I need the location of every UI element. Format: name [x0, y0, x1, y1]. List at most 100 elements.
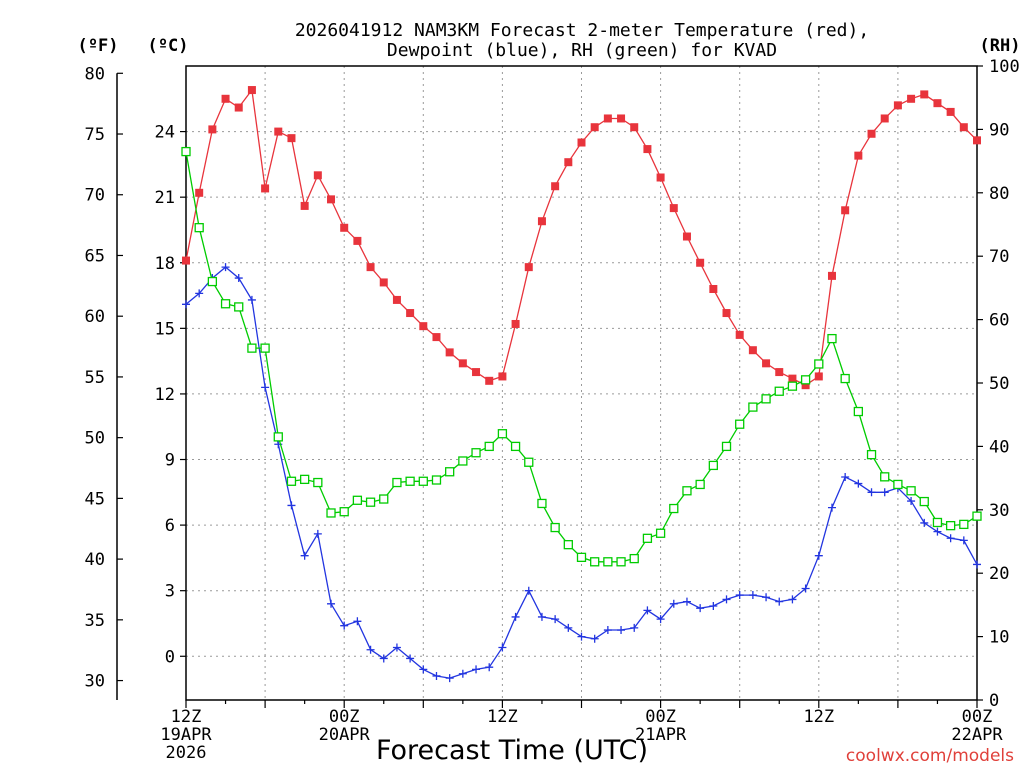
- celsius-tick-label: 24: [155, 123, 175, 143]
- data-point: [774, 386, 784, 396]
- rh-tick-label: 10: [989, 628, 1009, 648]
- chart-title-line2: Dewpoint (blue), RH (green) for KVAD: [387, 40, 777, 61]
- credit-link[interactable]: coolwx.com/models: [846, 746, 1014, 766]
- data-point: [458, 359, 467, 368]
- fahrenheit-tick-label: 50: [85, 429, 105, 449]
- data-point: [709, 284, 718, 293]
- data-point: [630, 123, 639, 132]
- data-point: [617, 626, 626, 635]
- x-tick-label: 00Z: [962, 707, 993, 727]
- data-point: [880, 488, 889, 497]
- data-point: [854, 151, 863, 160]
- data-point: [800, 375, 811, 385]
- rh-tick-label: 100: [989, 57, 1020, 77]
- data-point: [880, 114, 889, 123]
- celsius-tick-label: 15: [155, 319, 175, 339]
- data-point: [932, 517, 943, 528]
- unit-label-celsius: (ºC): [148, 36, 189, 56]
- fahrenheit-tick-label: 75: [85, 125, 105, 145]
- data-point: [471, 448, 481, 458]
- data-point: [353, 617, 362, 626]
- data-point: [498, 372, 507, 381]
- data-point: [708, 460, 718, 471]
- data-point: [207, 276, 218, 287]
- data-point: [392, 643, 401, 652]
- data-point: [880, 472, 890, 482]
- data-point: [299, 474, 310, 485]
- rh-tick-label: 90: [989, 120, 1009, 140]
- data-point: [906, 486, 916, 496]
- data-point: [234, 274, 243, 283]
- data-point: [656, 615, 665, 624]
- data-point: [945, 521, 956, 531]
- data-point: [537, 498, 547, 509]
- data-point: [472, 368, 481, 377]
- axes-layer: 30 35 40 45 50 55 60 65 70 75 80 0 3 6 9 12 15 18 21 24 0 10 2…: [85, 57, 1020, 763]
- data-point: [326, 508, 336, 518]
- celsius-tick-label: 18: [155, 254, 175, 274]
- fahrenheit-tick-label: 60: [85, 307, 105, 327]
- data-point: [972, 511, 982, 521]
- data-point: [629, 553, 639, 564]
- data-point: [669, 599, 678, 608]
- data-point: [234, 103, 243, 112]
- data-point: [787, 381, 798, 391]
- x-tick-label: 21APR: [635, 725, 687, 745]
- data-point: [247, 86, 256, 95]
- data-point: [406, 654, 415, 663]
- data-point: [458, 456, 468, 466]
- plot-frame: [185, 65, 978, 701]
- data-point: [959, 536, 968, 545]
- data-point: [617, 114, 626, 123]
- data-point: [181, 146, 191, 157]
- data-point: [273, 432, 283, 442]
- data-point: [893, 101, 902, 110]
- data-point: [300, 201, 309, 210]
- data-point: [761, 394, 771, 404]
- data-point: [379, 654, 388, 663]
- data-point: [564, 158, 573, 167]
- data-point: [445, 674, 454, 683]
- fahrenheit-tick-label: 40: [85, 550, 105, 570]
- data-point: [603, 626, 612, 635]
- series-dewpoint-c: [182, 263, 981, 683]
- fahrenheit-tick-label: 55: [85, 368, 105, 388]
- celsius-tick-label: 12: [155, 385, 175, 405]
- data-point: [775, 368, 784, 377]
- data-point: [814, 372, 823, 381]
- fahrenheit-tick-label: 30: [85, 672, 105, 692]
- data-point: [445, 467, 455, 477]
- data-point: [511, 612, 520, 621]
- data-point: [195, 289, 204, 298]
- fahrenheit-tick-label: 35: [85, 611, 105, 631]
- data-point: [590, 557, 600, 567]
- data-point: [801, 584, 810, 593]
- data-point: [472, 665, 481, 674]
- data-point: [735, 419, 745, 429]
- data-point: [261, 383, 270, 392]
- rh-tick-label: 0: [989, 691, 999, 711]
- x-axis-title: Forecast Time (UTC): [376, 735, 648, 766]
- data-point: [419, 322, 428, 331]
- series-line: [185, 88, 978, 386]
- data-point: [524, 586, 533, 595]
- data-point: [366, 645, 375, 654]
- data-point: [709, 601, 718, 610]
- data-point: [920, 518, 929, 527]
- data-point: [577, 138, 586, 147]
- data-point: [669, 204, 678, 213]
- data-point: [643, 606, 652, 615]
- data-point: [682, 486, 692, 496]
- data-point: [630, 623, 639, 632]
- data-point: [669, 503, 679, 514]
- data-point: [182, 256, 190, 265]
- rh-tick-label: 80: [989, 184, 1009, 204]
- data-point: [907, 94, 916, 103]
- data-point: [959, 519, 969, 530]
- data-point: [841, 206, 850, 215]
- fahrenheit-tick-label: 45: [85, 489, 105, 509]
- data-point: [261, 184, 270, 193]
- data-point: [286, 476, 297, 486]
- data-point: [656, 173, 665, 182]
- data-point: [365, 497, 376, 507]
